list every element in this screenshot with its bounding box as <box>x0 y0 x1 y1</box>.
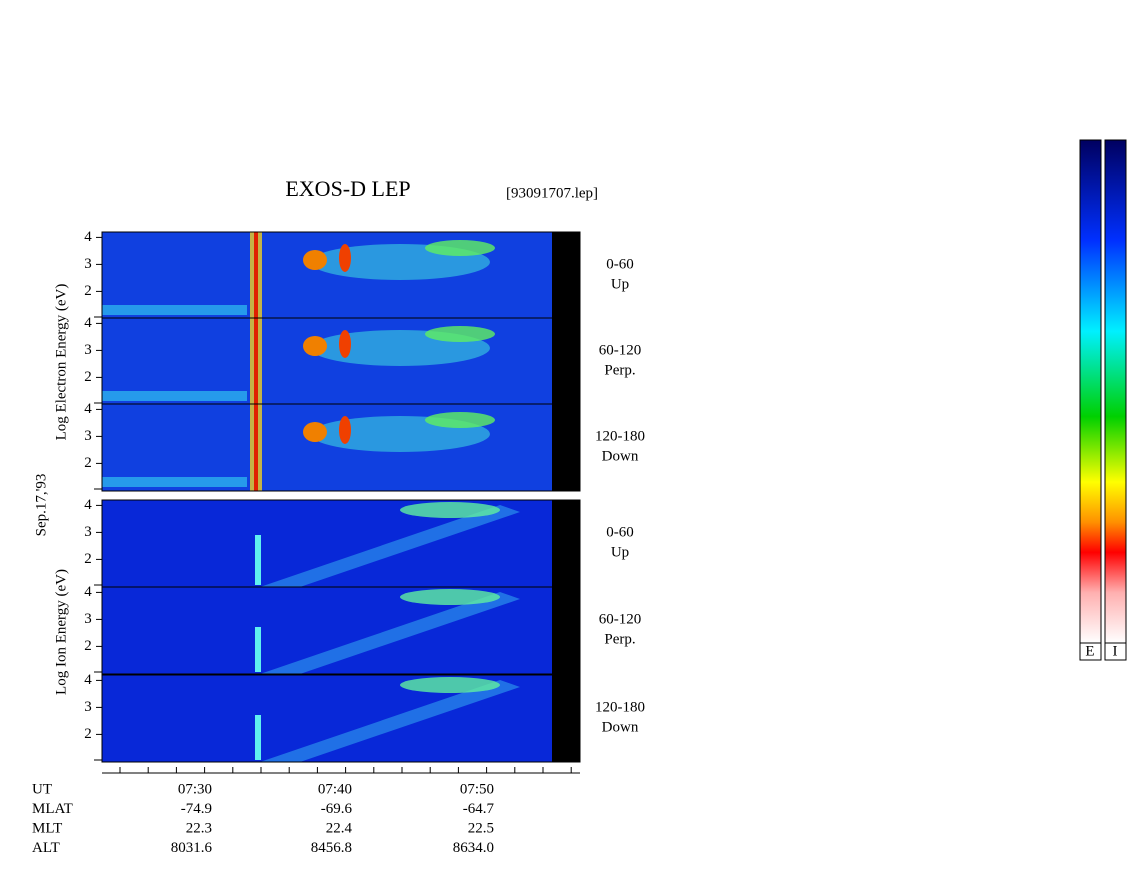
y-tick-label: 2 <box>84 283 92 299</box>
file-name: [93091707.lep] <box>506 185 598 201</box>
pitch-range: 120-180 <box>595 699 645 715</box>
pitch-direction: Down <box>602 448 639 464</box>
feature <box>260 680 520 762</box>
feature <box>260 592 520 674</box>
y-tick-label: 2 <box>84 369 92 385</box>
no-data <box>552 318 580 405</box>
feature <box>425 412 495 428</box>
row-label: ALT <box>32 840 60 856</box>
y-tick-label: 3 <box>84 256 92 272</box>
y-tick-label: 3 <box>84 428 92 444</box>
y-tick-label: 2 <box>84 726 92 742</box>
burst-core <box>254 318 258 405</box>
colorbar <box>1079 139 1102 644</box>
y-tick-label: 4 <box>84 497 92 513</box>
pitch-direction: Perp. <box>604 362 635 378</box>
row-value: -69.6 <box>321 801 353 817</box>
y-tick-label: 3 <box>84 611 92 627</box>
feature <box>260 505 520 587</box>
feature <box>339 330 351 358</box>
low-energy-band <box>102 391 247 401</box>
row-value: 22.3 <box>186 820 212 836</box>
low-energy-band <box>102 477 247 487</box>
no-data <box>552 500 580 587</box>
electron-axis-label: Log Electron Energy (eV) <box>53 284 69 441</box>
pitch-direction: Perp. <box>604 631 635 647</box>
y-tick-label: 2 <box>84 455 92 471</box>
row-value: 07:50 <box>460 781 494 797</box>
row-label: UT <box>32 781 52 797</box>
burst <box>255 715 261 760</box>
y-tick-label: 3 <box>84 342 92 358</box>
feature <box>303 422 327 442</box>
low-energy-band <box>102 305 247 315</box>
ion-axis-label: Log Ion Energy (eV) <box>53 569 69 695</box>
y-tick-label: 4 <box>84 229 92 245</box>
burst-core <box>254 404 258 491</box>
row-value: -64.7 <box>463 801 495 817</box>
title: EXOS-D LEP <box>285 176 410 201</box>
feature <box>303 336 327 356</box>
row-value: 22.5 <box>468 820 494 836</box>
no-data <box>552 404 580 491</box>
colorbar-label-box <box>1104 642 1127 661</box>
feature <box>425 326 495 342</box>
row-label: MLAT <box>32 801 73 817</box>
feature <box>339 416 351 444</box>
no-data <box>552 232 580 319</box>
feature <box>339 244 351 272</box>
y-tick-label: 4 <box>84 315 92 331</box>
panel-frame <box>101 586 581 675</box>
burst-core <box>254 232 258 319</box>
colorbar-label: E <box>1085 643 1094 659</box>
feature <box>425 240 495 256</box>
row-value: 22.4 <box>326 820 353 836</box>
panel-frame <box>101 674 581 763</box>
colorbar-label-box <box>1079 642 1102 661</box>
y-tick-label: 3 <box>84 699 92 715</box>
row-value: 8634.0 <box>453 840 494 856</box>
row-value: 8456.8 <box>311 840 352 856</box>
row-value: -74.9 <box>181 801 212 817</box>
row-value: 8031.6 <box>171 840 213 856</box>
pitch-direction: Up <box>611 544 629 560</box>
pitch-range: 0-60 <box>606 256 634 272</box>
row-label: MLT <box>32 820 62 836</box>
burst <box>255 535 261 585</box>
feature <box>303 250 327 270</box>
y-tick-label: 2 <box>84 638 92 654</box>
feature <box>400 589 500 605</box>
pitch-range: 60-120 <box>599 342 642 358</box>
feature <box>400 502 500 518</box>
row-value: 07:40 <box>318 781 352 797</box>
row-value: 07:30 <box>178 781 212 797</box>
pitch-direction: Up <box>611 276 629 292</box>
colorbar <box>1104 139 1127 644</box>
pitch-range: 60-120 <box>599 611 642 627</box>
y-tick-label: 4 <box>84 401 92 417</box>
date: Sep.17,'93 <box>33 474 49 537</box>
no-data <box>552 675 580 762</box>
y-tick-label: 3 <box>84 524 92 540</box>
y-tick-label: 4 <box>84 584 92 600</box>
pitch-range: 0-60 <box>606 524 634 540</box>
burst <box>255 627 261 672</box>
y-tick-label: 2 <box>84 551 92 567</box>
no-data <box>552 587 580 674</box>
colorbar-label: I <box>1113 643 1118 659</box>
pitch-direction: Down <box>602 719 639 735</box>
panel-frame <box>101 403 581 492</box>
pitch-range: 120-180 <box>595 428 645 444</box>
y-tick-label: 4 <box>84 672 92 688</box>
feature <box>400 677 500 693</box>
